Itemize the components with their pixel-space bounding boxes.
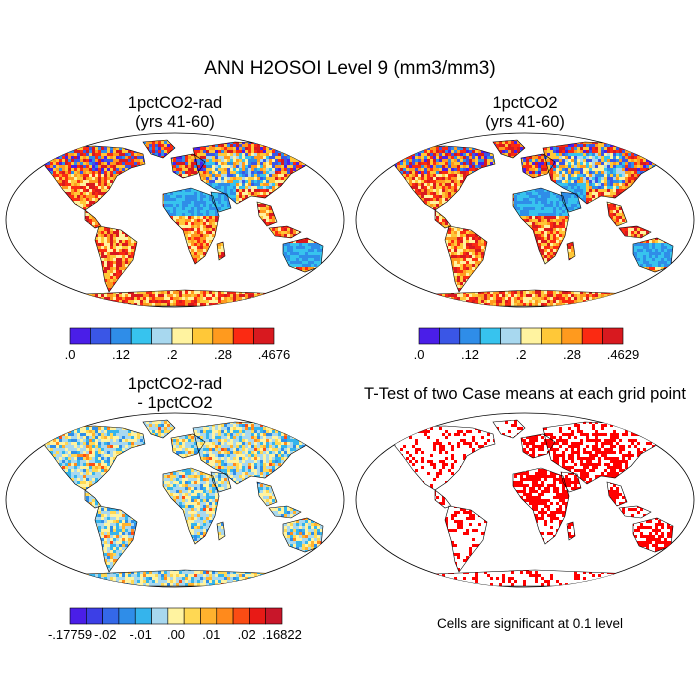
colorbar-tick-label: .16822 bbox=[252, 627, 312, 642]
panel-1-title-line1: 1pctCO2-rad bbox=[60, 94, 290, 113]
colorbar-tick-label: -.17759 bbox=[40, 627, 100, 642]
colorbar-swatch bbox=[561, 327, 583, 345]
panel-4-title: T-Test of two Case means at each grid po… bbox=[352, 385, 698, 404]
panel-2-title-line2: (yrs 41-60) bbox=[410, 113, 640, 132]
colorbar-1 bbox=[69, 327, 275, 345]
colorbar-tick-label: .01 bbox=[181, 627, 241, 642]
colorbar-swatch bbox=[183, 607, 201, 625]
colorbar-swatch bbox=[232, 607, 250, 625]
colorbar-swatch bbox=[171, 327, 193, 345]
colorbar-swatch bbox=[439, 327, 461, 345]
colorbar-tick-label: -.02 bbox=[75, 627, 135, 642]
map-panel-1 bbox=[5, 132, 345, 308]
colorbar-swatch bbox=[212, 327, 234, 345]
colorbar-swatch bbox=[130, 327, 152, 345]
colorbar-swatch bbox=[418, 327, 440, 345]
colorbar-swatch bbox=[200, 607, 218, 625]
colorbar-swatch bbox=[86, 607, 103, 625]
colorbar-tick-label: .28 bbox=[193, 347, 253, 362]
colorbar-swatch bbox=[102, 607, 120, 625]
colorbar-swatch bbox=[479, 327, 501, 345]
significance-note: Cells are significant at 0.1 level bbox=[380, 616, 680, 631]
colorbar-swatch bbox=[602, 327, 624, 345]
colorbar-tick-label: .12 bbox=[440, 347, 500, 362]
colorbar-swatch bbox=[581, 327, 603, 345]
colorbar-tick-label: .28 bbox=[542, 347, 602, 362]
panel-1-title-line2: (yrs 41-60) bbox=[60, 113, 290, 132]
panel-3-title: 1pctCO2-rad - 1pctCO2 bbox=[60, 375, 290, 413]
colorbar-tick-label: .0 bbox=[389, 347, 449, 362]
map-panel-3 bbox=[5, 412, 345, 588]
colorbar-swatch bbox=[253, 327, 275, 345]
figure-title: ANN H2OSOI Level 9 (mm3/mm3) bbox=[0, 58, 700, 80]
colorbar-tick-label: .4629 bbox=[593, 347, 653, 362]
map-panel-2 bbox=[355, 132, 695, 308]
colorbar-2 bbox=[418, 327, 624, 345]
colorbar-swatch bbox=[134, 607, 152, 625]
panel-3-title-line2: - 1pctCO2 bbox=[60, 394, 290, 413]
colorbar-tick-label: .00 bbox=[146, 627, 206, 642]
colorbar-swatch bbox=[167, 607, 185, 625]
colorbar-swatch bbox=[265, 607, 283, 625]
colorbar-swatch bbox=[118, 607, 136, 625]
colorbar-swatch bbox=[520, 327, 542, 345]
colorbar-swatch bbox=[459, 327, 481, 345]
colorbar-swatch bbox=[151, 607, 169, 625]
colorbar-tick-label: .0 bbox=[40, 347, 100, 362]
panel-4-title-line1: T-Test of two Case means at each grid po… bbox=[352, 385, 698, 404]
colorbar-tick-label: .2 bbox=[491, 347, 551, 362]
colorbar-tick-label: -.01 bbox=[111, 627, 171, 642]
panel-2-title: 1pctCO2 (yrs 41-60) bbox=[410, 94, 640, 132]
colorbar-tick-label: .2 bbox=[142, 347, 202, 362]
panel-1-title: 1pctCO2-rad (yrs 41-60) bbox=[60, 94, 290, 132]
colorbar-swatch bbox=[110, 327, 132, 345]
map-panel-4 bbox=[355, 412, 695, 588]
colorbar-3 bbox=[69, 607, 283, 625]
colorbar-swatch bbox=[90, 327, 112, 345]
colorbar-swatch bbox=[192, 327, 214, 345]
colorbar-swatch bbox=[541, 327, 563, 345]
colorbar-swatch bbox=[500, 327, 522, 345]
colorbar-swatch bbox=[69, 607, 87, 625]
panel-3-title-line1: 1pctCO2-rad bbox=[60, 375, 290, 394]
colorbar-swatch bbox=[151, 327, 173, 345]
colorbar-swatch bbox=[249, 607, 266, 625]
colorbar-tick-label: .4676 bbox=[244, 347, 304, 362]
colorbar-swatch bbox=[232, 327, 254, 345]
colorbar-swatch bbox=[216, 607, 234, 625]
colorbar-tick-label: .02 bbox=[217, 627, 277, 642]
colorbar-swatch bbox=[69, 327, 91, 345]
colorbar-tick-label: .12 bbox=[91, 347, 151, 362]
coastlines bbox=[393, 139, 674, 307]
panel-2-title-line1: 1pctCO2 bbox=[410, 94, 640, 113]
